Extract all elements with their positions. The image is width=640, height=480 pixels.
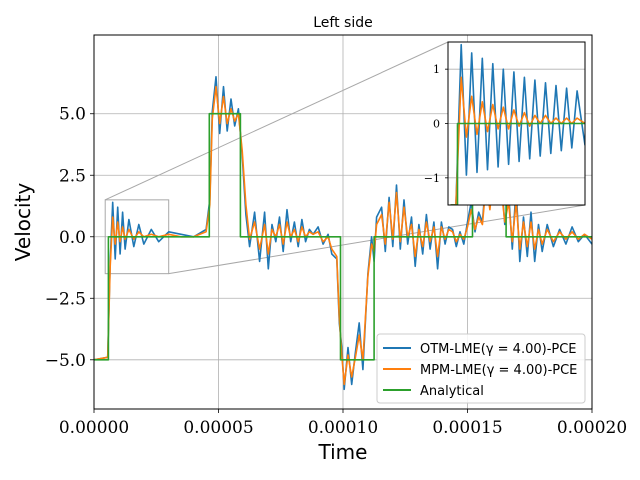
inset-series-group: [450, 43, 585, 205]
zoom-indicator: [104, 41, 586, 275]
y-tick-label: 2.5: [59, 166, 86, 186]
y-tick-label: −2.5: [45, 289, 86, 309]
inset-frame: [447, 41, 586, 206]
x-tick-label: 0.00010: [308, 418, 378, 438]
x-tick-label: 0.00020: [557, 418, 627, 438]
legend-label: OTM-LME(γ = 4.00)-PCE: [420, 342, 577, 357]
y-tick-label: 0.0: [59, 228, 86, 248]
x-tick-label: 0.00015: [432, 418, 502, 438]
x-tick-label: 0.00000: [59, 418, 129, 438]
inset-y-tick-label: 1: [433, 63, 440, 76]
zoom-connector: [104, 41, 449, 201]
y-tick-label: 5.0: [59, 105, 86, 125]
x-axis-label: Time: [318, 440, 368, 464]
y-tick-label: −5.0: [45, 351, 86, 371]
inset-zoom-plot: −1 0 1: [424, 41, 586, 206]
legend-label: Analytical: [420, 384, 484, 399]
legend-label: MPM-LME(γ = 4.00)-PCE: [420, 363, 577, 378]
legend: OTM-LME(γ = 4.00)-PCE MPM-LME(γ = 4.00)-P…: [376, 333, 586, 404]
legend-box: [376, 333, 586, 404]
inset-series-line-mpm-lme-4-00-pce: [450, 76, 585, 205]
inset-series-line-analytical: [450, 122, 585, 205]
chart-title: Left side: [313, 15, 372, 31]
zoom-connector: [168, 204, 586, 275]
y-axis-label: Velocity: [11, 183, 35, 262]
y-axis-ticks: −5.0 −2.5 0.0 2.5 5.0: [45, 105, 94, 371]
x-tick-label: 0.00005: [183, 418, 253, 438]
inset-y-tick-label: −1: [424, 172, 440, 185]
x-axis-ticks: 0.00000 0.00005 0.00010 0.00015 0.00020: [59, 409, 627, 438]
inset-y-tick-label: 0: [433, 118, 440, 131]
